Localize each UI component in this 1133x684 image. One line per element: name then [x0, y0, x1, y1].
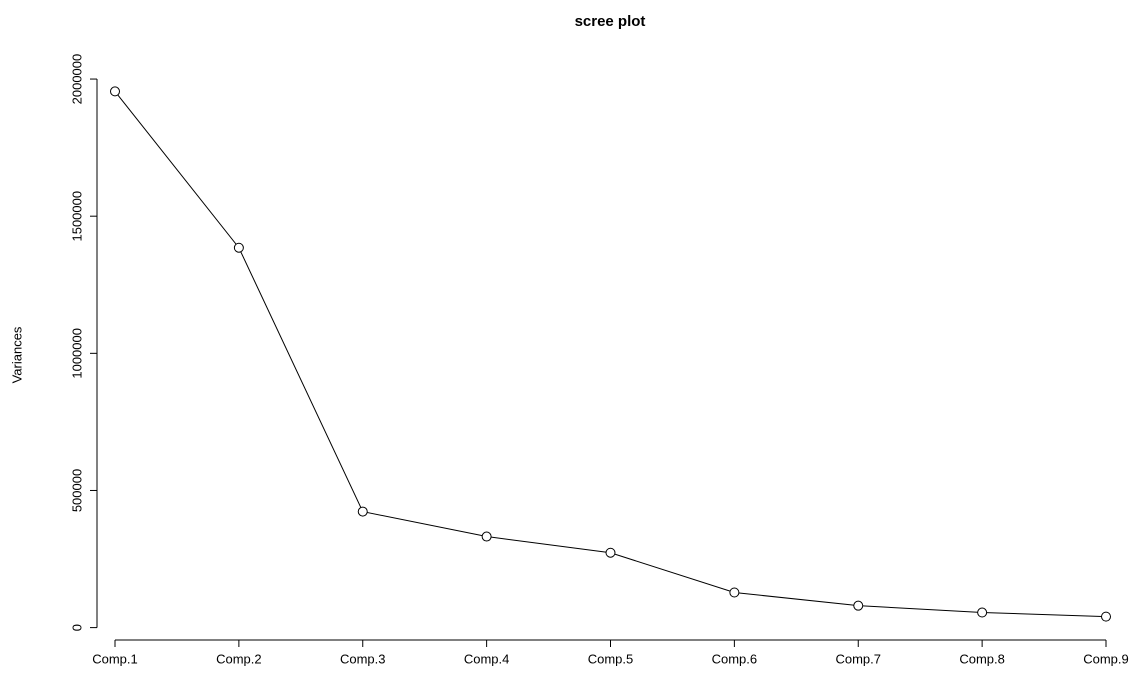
point [110, 86, 120, 97]
point [605, 547, 616, 558]
x-tick-label: Comp.1 [92, 651, 138, 666]
y-tick-label: 1500000 [69, 191, 84, 242]
point [977, 607, 988, 618]
point [1101, 611, 1111, 622]
x-tick-label: Comp.5 [588, 651, 634, 666]
x-tick-label: Comp.6 [712, 651, 758, 666]
y-tick-label: 0 [69, 624, 84, 631]
x-tick-label: Comp.7 [835, 651, 881, 666]
y-axis-label: Variances [9, 326, 24, 383]
point [853, 600, 864, 611]
x-tick-label: Comp.3 [340, 651, 386, 666]
point [481, 531, 492, 542]
point [729, 587, 740, 598]
x-tick-label: Comp.9 [1083, 651, 1129, 666]
x-tick-label: Comp.4 [464, 651, 510, 666]
point [233, 242, 244, 253]
y-tick-label: 2000000 [69, 54, 84, 105]
x-tick-label: Comp.8 [959, 651, 1005, 666]
chart-title: scree plot [575, 13, 646, 30]
x-tick-label: Comp.2 [216, 651, 262, 666]
y-tick-label: 500000 [69, 469, 84, 512]
y-tick-label: 1000000 [69, 328, 84, 379]
line [114, 91, 1107, 618]
point [357, 506, 368, 517]
